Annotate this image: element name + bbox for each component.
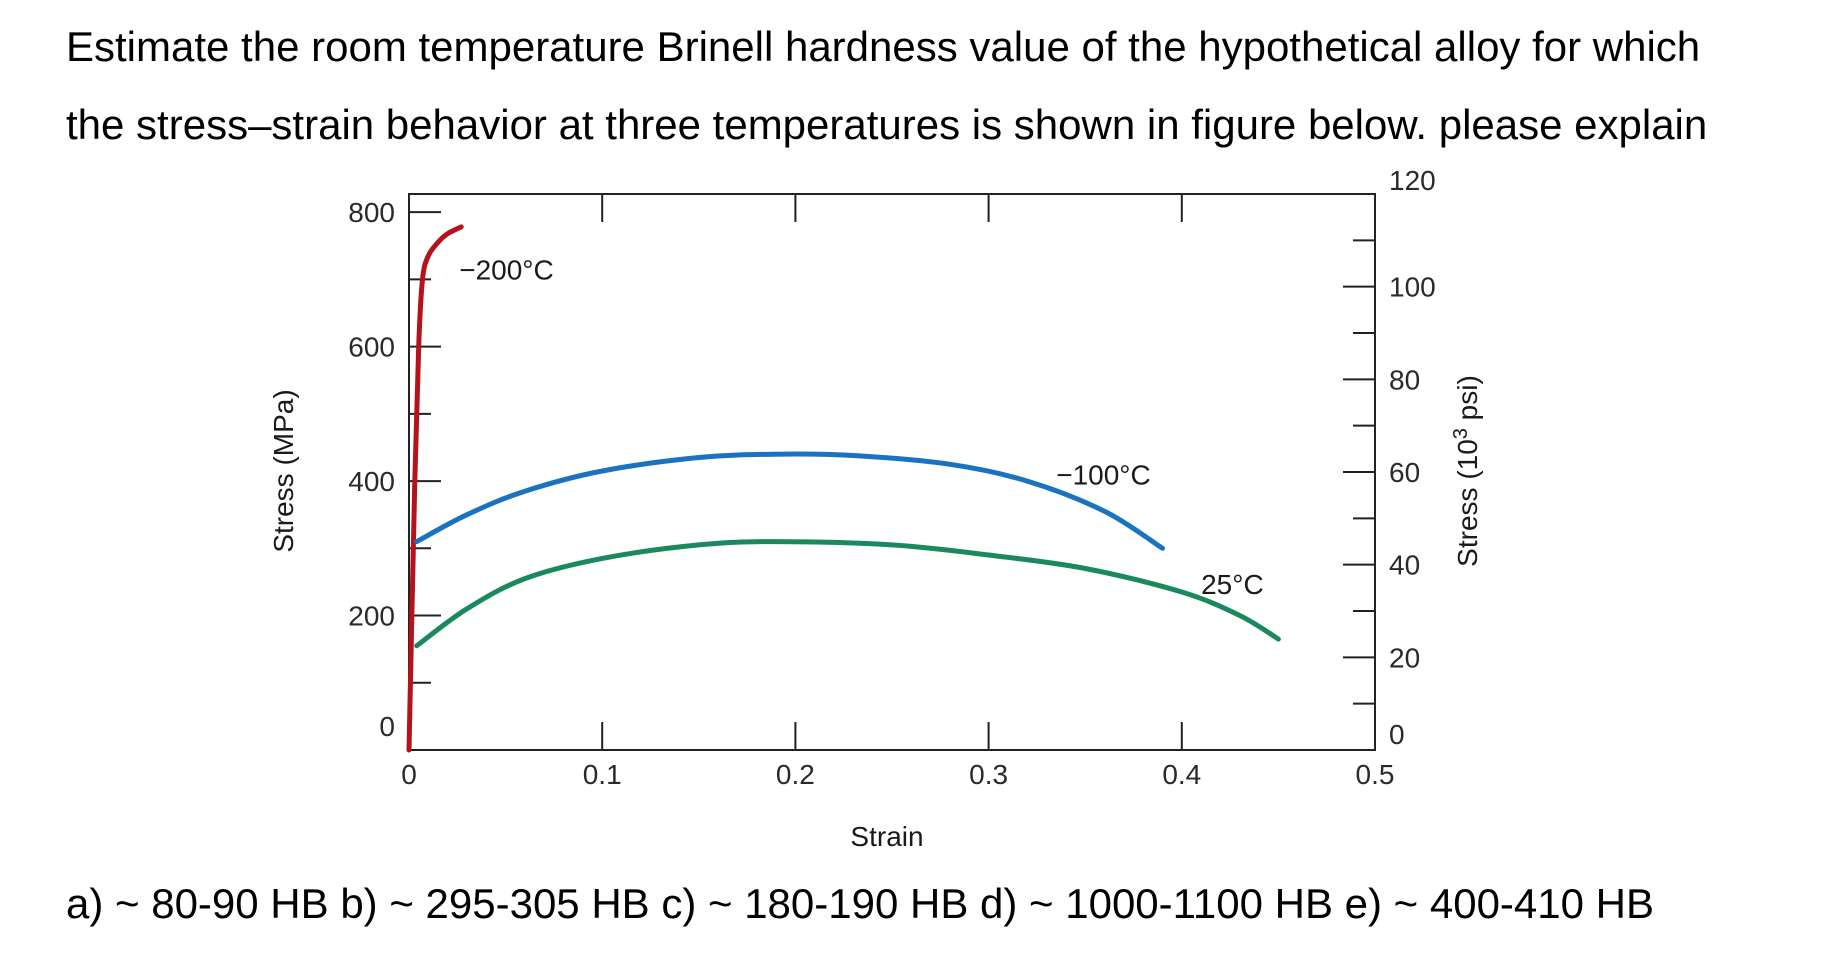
y-axis-label-left: Stress (MPa) [268, 389, 299, 552]
question-line-1: Estimate the room temperature Brinell ha… [66, 23, 1701, 70]
question-text: Estimate the room temperature Brinell ha… [66, 8, 1826, 164]
x-tick-label: 0.3 [969, 759, 1008, 790]
curve-25c-label: 25°C [1201, 569, 1264, 600]
y-axis-label-right: Stress (103 psi) [1450, 375, 1483, 567]
curve-minus-100c-label: −100°C [1056, 459, 1151, 490]
y-right-tick-label: 100 [1389, 272, 1436, 303]
y-right-tick-label: 60 [1389, 457, 1420, 488]
y-tick-label: 200 [348, 601, 395, 632]
curve-minus-200c [406, 224, 464, 753]
axis-ticks [409, 193, 1375, 750]
y-right-tick-label: 120 [1389, 165, 1436, 196]
data-curves: −200°C −100°C 25°C [406, 224, 1281, 753]
y-tick-label: 800 [348, 197, 395, 228]
x-tick-label: 0.4 [1162, 759, 1201, 790]
y-tick-label: 0 [379, 711, 395, 742]
y-right-tick-label: 0 [1389, 719, 1405, 750]
curve-25c [414, 539, 1281, 649]
curve-minus-100c [414, 451, 1165, 551]
x-tick-label: 0.1 [583, 759, 622, 790]
x-tick-label: 0.5 [1356, 759, 1395, 790]
question-line-2: the stress–strain behavior at three temp… [66, 101, 1708, 148]
answer-options: a) ~ 80-90 HB b) ~ 295-305 HB c) ~ 180-1… [66, 880, 1655, 927]
y-right-tick-label: 20 [1389, 642, 1420, 673]
x-tick-label: 0.2 [776, 759, 815, 790]
axis-tick-labels: 0 0.1 0.2 0.3 0.4 0.5 0 200 400 600 800 0 20 40 60 80 10… [348, 165, 1435, 790]
y-tick-label: 400 [348, 466, 395, 497]
y-tick-label: 600 [348, 332, 395, 363]
y-right-tick-label: 80 [1389, 364, 1420, 395]
curve-minus-200c-label: −200°C [459, 254, 554, 285]
x-axis-label: Strain [850, 821, 923, 852]
y-right-tick-label: 40 [1389, 550, 1420, 581]
x-tick-label: 0 [401, 759, 417, 790]
plot-frame [408, 193, 1376, 751]
stress-strain-chart: −200°C−100°C25°C 0 0.1 0.2 0.3 0.4 0.50200400… [268, 165, 1483, 852]
